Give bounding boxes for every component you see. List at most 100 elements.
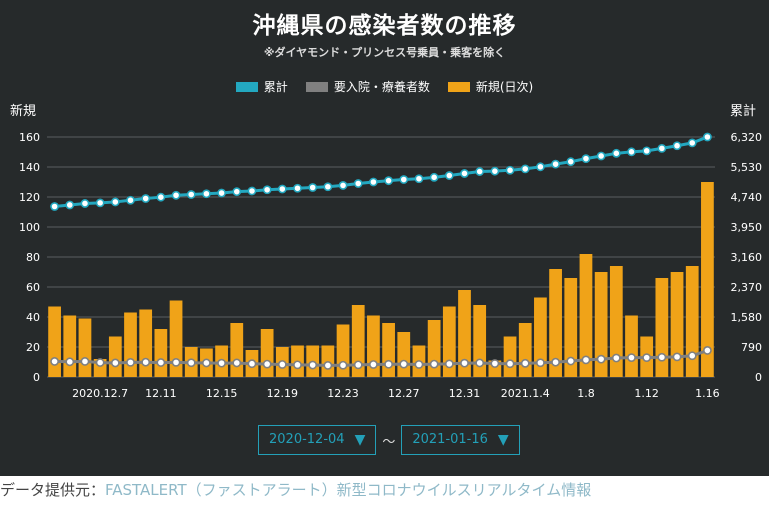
point-hospitalized — [399, 359, 409, 369]
chevron-down-icon: ▼ — [497, 432, 509, 448]
bar-new-daily — [549, 269, 562, 377]
bar-new-daily — [63, 315, 77, 377]
point-cumulative — [687, 138, 697, 148]
line-cumulative — [54, 135, 708, 208]
point-hospitalized — [369, 360, 378, 369]
point-hospitalized — [475, 358, 485, 368]
point-cumulative — [566, 157, 576, 167]
point-cumulative — [95, 198, 105, 208]
bar-new-daily — [458, 290, 471, 377]
point-cumulative — [80, 199, 90, 208]
data-source-footer: データ提供元：FASTALERT（ファストアラート）新型コロナウイルスリアルタイ… — [0, 479, 591, 500]
bar-new-daily — [594, 272, 608, 377]
point-hospitalized — [460, 358, 469, 368]
bar-new-daily — [351, 305, 365, 377]
x-axis-tick-label: 12.23 — [327, 387, 359, 400]
point-hospitalized — [202, 358, 211, 368]
bar-new-daily — [139, 309, 153, 377]
bar-new-daily — [670, 272, 684, 377]
right-axis-tick-label: 0 — [755, 371, 762, 384]
data-source-link[interactable]: FASTALERT（ファストアラート）新型コロナウイルスリアルタイム情報 — [105, 481, 592, 499]
point-cumulative — [186, 190, 196, 199]
bar-new-daily — [108, 336, 122, 377]
point-hospitalized — [414, 360, 424, 369]
point-hospitalized — [126, 357, 135, 367]
legend-swatch-hospitalized — [305, 81, 328, 92]
point-hospitalized — [156, 358, 166, 367]
bar-new-daily — [169, 300, 183, 377]
bar-new-daily — [609, 266, 623, 377]
point-cumulative — [581, 154, 591, 164]
point-hospitalized — [444, 359, 454, 369]
legend: 累計 要入院・療養者数 新規(日次) — [0, 78, 769, 95]
bar-new-daily — [655, 278, 669, 377]
point-hospitalized — [657, 352, 667, 362]
start-date-dropdown[interactable]: 2020-12-04 ▼ — [258, 425, 377, 455]
point-hospitalized — [262, 359, 272, 369]
point-hospitalized — [80, 357, 90, 366]
point-hospitalized — [353, 360, 363, 370]
x-axis-tick-label: 2021.1.4 — [501, 387, 550, 400]
point-cumulative — [202, 189, 211, 199]
point-cumulative — [657, 143, 667, 153]
point-cumulative — [611, 148, 621, 158]
end-date-dropdown[interactable]: 2021-01-16 ▼ — [401, 425, 520, 455]
point-cumulative — [126, 195, 135, 205]
x-axis-tick-label: 12.31 — [449, 387, 481, 400]
point-hospitalized — [308, 360, 318, 370]
right-axis-title: 累計 — [730, 104, 757, 119]
point-cumulative — [247, 186, 257, 196]
point-hospitalized — [551, 357, 560, 367]
legend-label-cumulative: 累計 — [263, 80, 288, 94]
bar-new-daily — [442, 306, 456, 377]
left-axis-tick-label: 20 — [26, 341, 40, 354]
legend-label-hospitalized: 要入院・療養者数 — [333, 80, 430, 94]
point-hospitalized — [232, 358, 242, 368]
point-cumulative — [490, 166, 500, 176]
legend-swatch-cumulative — [235, 81, 258, 92]
point-cumulative — [232, 187, 242, 197]
bar-new-daily — [154, 329, 168, 377]
point-hospitalized — [217, 358, 226, 368]
point-cumulative — [642, 146, 652, 156]
legend-item-cumulative[interactable]: 累計 — [235, 78, 288, 95]
left-axis-tick-label: 100 — [19, 221, 40, 234]
left-axis-tick-label: 160 — [19, 131, 40, 144]
point-hospitalized — [141, 357, 151, 367]
point-hospitalized — [536, 358, 545, 368]
bar-new-daily — [48, 306, 61, 377]
point-cumulative — [703, 132, 712, 142]
left-axis-tick-label: 140 — [19, 161, 40, 174]
right-axis-tick-label: 3,160 — [731, 251, 763, 264]
point-cumulative — [399, 175, 409, 184]
point-cumulative — [171, 190, 181, 200]
legend-item-hospitalized[interactable]: 要入院・療養者数 — [305, 78, 430, 95]
x-axis-tick-label: 12.27 — [388, 387, 420, 400]
point-hospitalized — [566, 356, 576, 366]
point-cumulative — [596, 151, 606, 161]
point-cumulative — [505, 165, 515, 175]
point-cumulative — [323, 182, 333, 192]
point-cumulative — [141, 194, 151, 203]
point-cumulative — [627, 147, 636, 157]
right-axis-tick-label: 1,580 — [731, 311, 763, 324]
chart-title: 沖縄県の感染者数の推移 — [252, 13, 517, 39]
point-hospitalized — [687, 351, 697, 361]
legend-item-new-daily[interactable]: 新規(日次) — [447, 78, 533, 95]
point-cumulative — [110, 197, 120, 207]
point-hospitalized — [247, 359, 257, 369]
point-hospitalized — [596, 354, 606, 364]
right-axis-tick-label: 2,370 — [731, 281, 763, 294]
point-cumulative — [277, 184, 287, 194]
bar-new-daily — [701, 182, 714, 377]
point-cumulative — [429, 172, 439, 182]
left-axis-tick-label: 0 — [33, 371, 40, 384]
point-hospitalized — [429, 359, 439, 369]
data-source-label: データ提供元： — [0, 481, 106, 499]
right-axis-tick-label: 3,950 — [731, 221, 763, 234]
left-axis-tick-label: 80 — [26, 251, 40, 264]
bar-new-daily — [397, 332, 411, 377]
legend-swatch-new-daily — [447, 81, 470, 92]
point-cumulative — [551, 159, 560, 169]
x-axis-tick-label: 1.16 — [695, 387, 720, 400]
